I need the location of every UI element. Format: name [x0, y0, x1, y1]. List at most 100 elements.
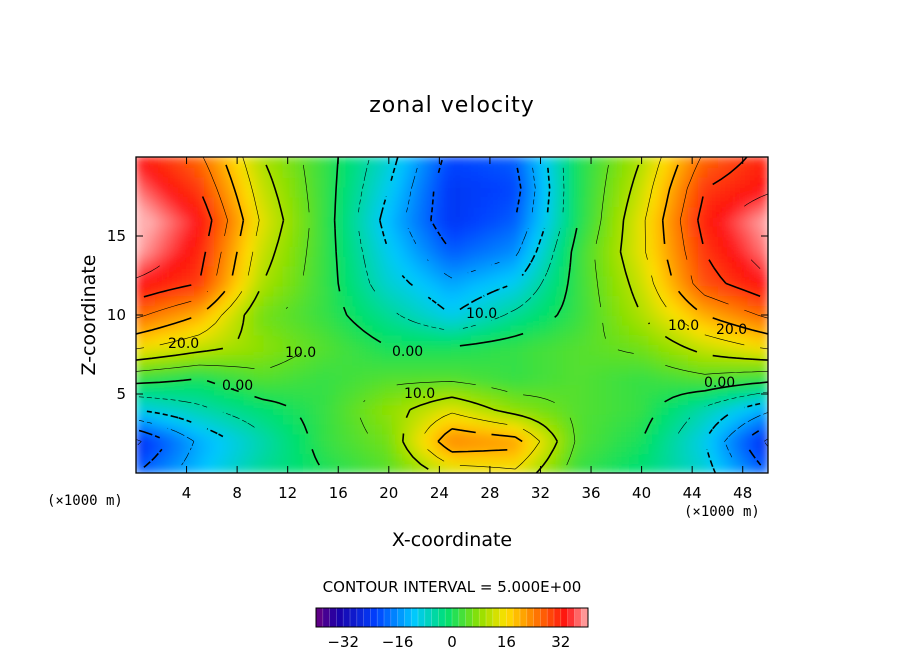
- heatmap-cell: [737, 333, 750, 346]
- heatmap-cell: [579, 274, 592, 287]
- heatmap-cell: [668, 383, 681, 395]
- heatmap-cell: [678, 462, 690, 473]
- heatmap-cell: [243, 215, 256, 228]
- heatmap-cell: [312, 274, 325, 287]
- heatmap-cell: [618, 274, 631, 287]
- heatmap-cell: [757, 383, 768, 395]
- heatmap-cell: [648, 363, 661, 376]
- colorbar-swatch: [343, 608, 351, 627]
- heatmap-cell: [263, 323, 276, 336]
- heatmap-cell: [233, 254, 246, 267]
- colorbar-swatch: [377, 608, 385, 627]
- heatmap-cell: [707, 205, 720, 218]
- heatmap-cell: [312, 323, 325, 336]
- heatmap-cell: [144, 215, 157, 228]
- heatmap-cell: [391, 462, 404, 473]
- heatmap-cell: [223, 393, 236, 405]
- heatmap-cell: [342, 165, 355, 178]
- heatmap-cell: [302, 314, 315, 326]
- heatmap-cell: [510, 225, 523, 237]
- heatmap-cell: [569, 304, 582, 316]
- heatmap-cell: [283, 225, 295, 237]
- heatmap-cell: [441, 323, 453, 336]
- heatmap-cell: [194, 225, 207, 237]
- heatmap-cell: [144, 157, 157, 168]
- heatmap-cell: [293, 393, 305, 405]
- heatmap-cell: [411, 432, 424, 445]
- heatmap-cell: [648, 215, 661, 228]
- heatmap-cell: [559, 412, 572, 425]
- heatmap-cell: [589, 294, 602, 307]
- heatmap-cell: [332, 165, 345, 178]
- heatmap-cell: [668, 294, 681, 307]
- colorbar-swatch: [581, 608, 589, 627]
- heatmap-cell: [431, 205, 444, 218]
- heatmap-cell: [668, 244, 681, 257]
- heatmap-cell: [144, 462, 157, 473]
- heatmap-cell: [510, 402, 523, 415]
- heatmap-cell: [342, 383, 355, 395]
- heatmap-cell: [678, 294, 690, 307]
- heatmap-cell: [214, 442, 226, 455]
- heatmap-cell: [253, 323, 266, 336]
- heatmap-cell: [549, 353, 562, 366]
- heatmap-cell: [520, 383, 532, 395]
- heatmap-cell: [727, 304, 740, 316]
- heatmap-cell: [273, 254, 286, 267]
- heatmap-cell: [293, 452, 305, 465]
- heatmap-cell: [144, 343, 157, 356]
- heatmap-cell: [490, 412, 503, 425]
- heatmap-cell: [362, 195, 374, 208]
- heatmap-cell: [747, 254, 760, 267]
- heatmap-cell: [747, 304, 760, 316]
- heatmap-cell: [737, 353, 750, 366]
- heatmap-cell: [727, 274, 740, 287]
- heatmap-cell: [154, 462, 167, 473]
- heatmap-cell: [223, 185, 236, 198]
- heatmap-cell: [283, 462, 295, 473]
- heatmap-cell: [293, 383, 305, 395]
- heatmap-cell: [727, 294, 740, 307]
- heatmap-cell: [322, 165, 335, 178]
- heatmap-cell: [549, 254, 562, 267]
- heatmap-cell: [757, 294, 768, 307]
- contour-interval-text: CONTOUR INTERVAL = 5.000E+00: [323, 578, 582, 596]
- heatmap-cell: [194, 264, 207, 277]
- heatmap-cell: [243, 284, 256, 297]
- heatmap-cell: [757, 452, 768, 465]
- heatmap-cell: [589, 383, 602, 395]
- heatmap-cell: [688, 452, 700, 465]
- heatmap-cell: [707, 462, 720, 473]
- heatmap-cell: [530, 393, 542, 405]
- heatmap-cell: [618, 442, 631, 455]
- heatmap-cell: [273, 343, 286, 356]
- heatmap-cell: [342, 353, 355, 366]
- heatmap-cell: [391, 333, 404, 346]
- heatmap-cell: [253, 294, 266, 307]
- heatmap-cell: [194, 373, 207, 386]
- heatmap-cell: [618, 412, 631, 425]
- heatmap-cell: [480, 215, 493, 228]
- heatmap-cell: [480, 284, 493, 297]
- heatmap-cell: [500, 363, 513, 376]
- heatmap-cell: [293, 175, 305, 188]
- heatmap-cell: [717, 422, 730, 435]
- heatmap-cell: [549, 284, 562, 297]
- heatmap-cell: [757, 175, 768, 188]
- heatmap-cell: [204, 284, 216, 297]
- heatmap-cell: [717, 264, 730, 277]
- heatmap-cell: [658, 254, 671, 267]
- heatmap-cell: [539, 215, 552, 228]
- heatmap-cell: [154, 432, 167, 445]
- heatmap-cell: [293, 373, 305, 386]
- heatmap-cell: [322, 185, 335, 198]
- heatmap-cell: [312, 254, 325, 267]
- heatmap-cell: [273, 215, 286, 228]
- heatmap-cell: [530, 215, 542, 228]
- heatmap-cell: [263, 254, 276, 267]
- heatmap-cell: [312, 452, 325, 465]
- heatmap-cell: [263, 393, 276, 405]
- heatmap-cell: [757, 314, 768, 326]
- heatmap-cell: [530, 274, 542, 287]
- heatmap-cell: [717, 165, 730, 178]
